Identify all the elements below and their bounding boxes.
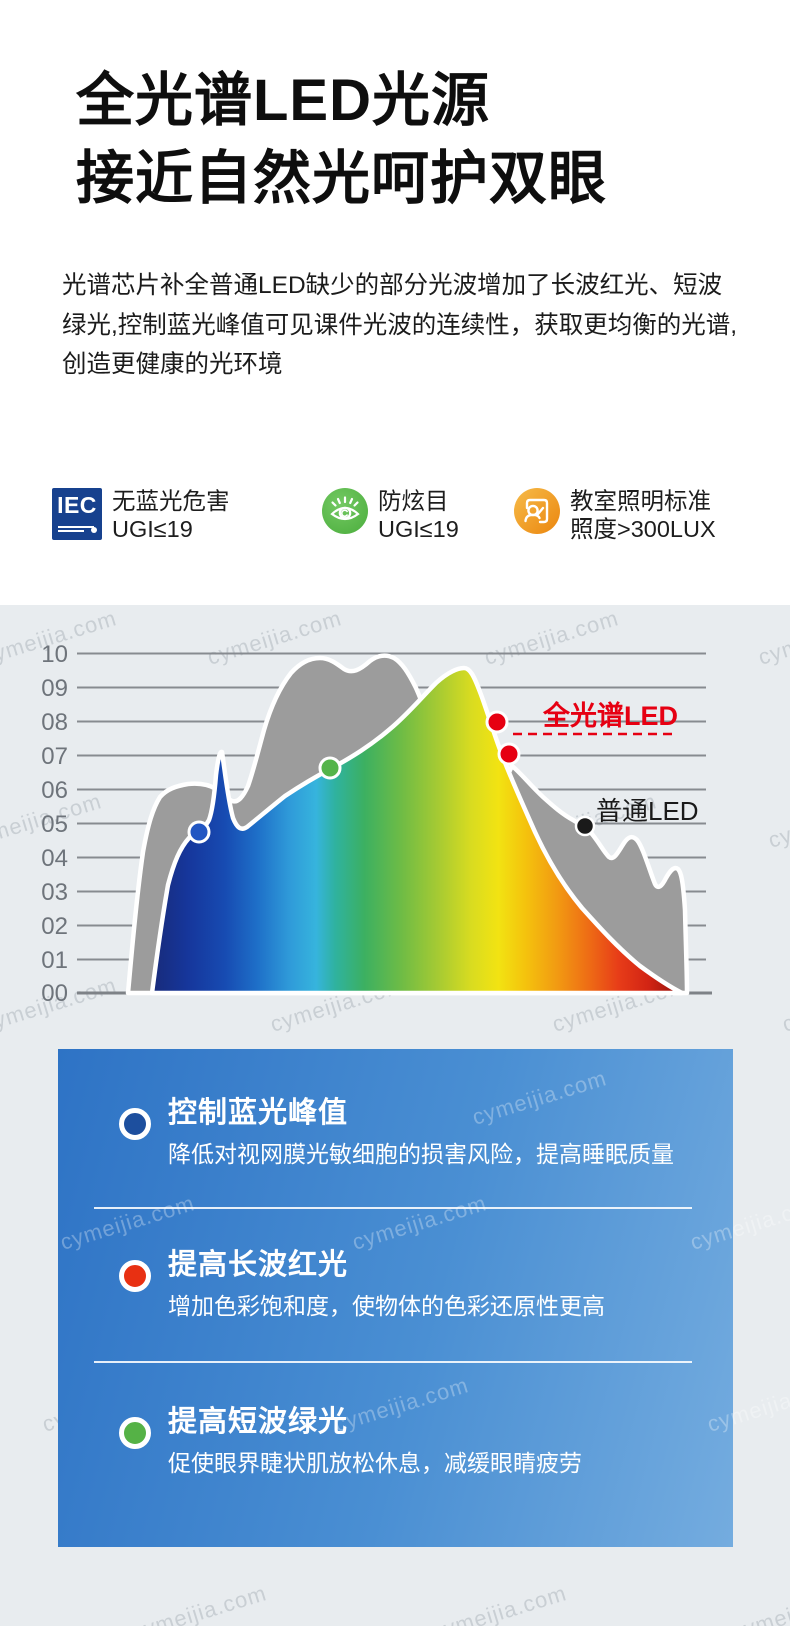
svg-text:06: 06	[41, 777, 68, 804]
benefit-title: 提高长波红光	[168, 1249, 349, 1281]
spectrum-chart: 10 09 08 07 06 05 04 03 02 01 00 全光谱LED …	[0, 605, 790, 1025]
intro-paragraph: 光谱芯片补全普通LED缺少的部分光波增加了长波红光、短波绿光,控制蓝光峰值可见课…	[62, 272, 738, 378]
red-dot-icon	[119, 1260, 151, 1292]
full-spectrum-led-curve	[149, 665, 685, 996]
legend-full-spectrum-led: 全光谱LED	[542, 700, 678, 731]
blue-dot-icon	[119, 1108, 151, 1140]
svg-text:03: 03	[41, 879, 68, 906]
benefit-desc: 增加色彩饱和度，使物体的色彩还原性更高	[168, 1293, 605, 1319]
card-divider	[94, 1207, 692, 1209]
benefit-title: 控制蓝光峰值	[168, 1097, 349, 1129]
benefits-card: 控制蓝光峰值 降低对视网膜光敏细胞的损害风险，提高睡眠质量 提高长波红光 增加色…	[58, 1049, 733, 1547]
benefit-item-green: 提高短波绿光 促使眼界睫状肌放松休息，减缓眼睛疲劳	[119, 1404, 699, 1478]
page-title-line2: 接近自然光呵护双眼	[76, 146, 608, 211]
page-title: 全光谱LED光源 接近自然光呵护双眼	[76, 62, 607, 218]
marker-dot-green	[318, 756, 342, 780]
benefit-item-red: 提高长波红光 增加色彩饱和度，使物体的色彩还原性更高	[119, 1247, 699, 1321]
badge-anti-glare: 防炫目 UGI≤19	[322, 488, 459, 543]
anti-glare-eye-icon	[322, 488, 368, 534]
badge-classroom-standard-label: 教室照明标准	[570, 488, 711, 514]
svg-text:02: 02	[41, 913, 68, 940]
svg-text:04: 04	[41, 845, 68, 872]
benefit-title: 提高短波绿光	[168, 1406, 349, 1438]
marker-dot-blue	[187, 820, 211, 844]
svg-text:07: 07	[41, 743, 68, 770]
svg-text:05: 05	[41, 811, 68, 838]
green-dot-icon	[119, 1417, 151, 1449]
svg-text:10: 10	[41, 641, 68, 668]
badge-no-blue-light: IEC 无蓝光危害 UGI≤19	[52, 488, 230, 543]
classroom-standard-icon	[514, 488, 560, 534]
svg-text:09: 09	[41, 675, 68, 702]
svg-text:08: 08	[41, 709, 68, 736]
marker-dot-black	[574, 815, 596, 837]
benefit-desc: 促使眼界睫状肌放松休息，减缓眼睛疲劳	[168, 1450, 582, 1476]
page-title-line1: 全光谱LED光源	[76, 68, 491, 133]
badge-no-blue-light-value: UGI≤19	[112, 515, 193, 542]
marker-dot-red-upper	[485, 710, 509, 734]
svg-text:00: 00	[41, 980, 68, 1007]
benefit-item-blue: 控制蓝光峰值 降低对视网膜光敏细胞的损害风险，提高睡眠质量	[119, 1095, 699, 1169]
badge-anti-glare-value: UGI≤19	[378, 515, 459, 542]
badge-classroom-standard: 教室照明标准 照度>300LUX	[514, 488, 716, 543]
chart-y-ticks: 10 09 08 07 06 05 04 03 02 01 00	[41, 641, 68, 1007]
badge-no-blue-light-label: 无蓝光危害	[112, 488, 230, 514]
hero-section: 全光谱LED光源 接近自然光呵护双眼 光谱芯片补全普通LED缺少的部分光波增加了…	[0, 0, 790, 605]
card-divider	[94, 1361, 692, 1363]
badge-anti-glare-label: 防炫目	[378, 488, 449, 514]
iec-logo-icon: IEC	[52, 488, 102, 540]
certification-badges: IEC 无蓝光危害 UGI≤19	[0, 488, 790, 558]
iec-logo-text: IEC	[57, 492, 97, 518]
badge-classroom-standard-value: 照度>300LUX	[570, 515, 716, 542]
legend-ordinary-led: 普通LED	[596, 796, 699, 826]
marker-dot-red-lower	[497, 742, 521, 766]
svg-text:01: 01	[41, 947, 68, 974]
benefit-desc: 降低对视网膜光敏细胞的损害风险，提高睡眠质量	[168, 1141, 674, 1167]
